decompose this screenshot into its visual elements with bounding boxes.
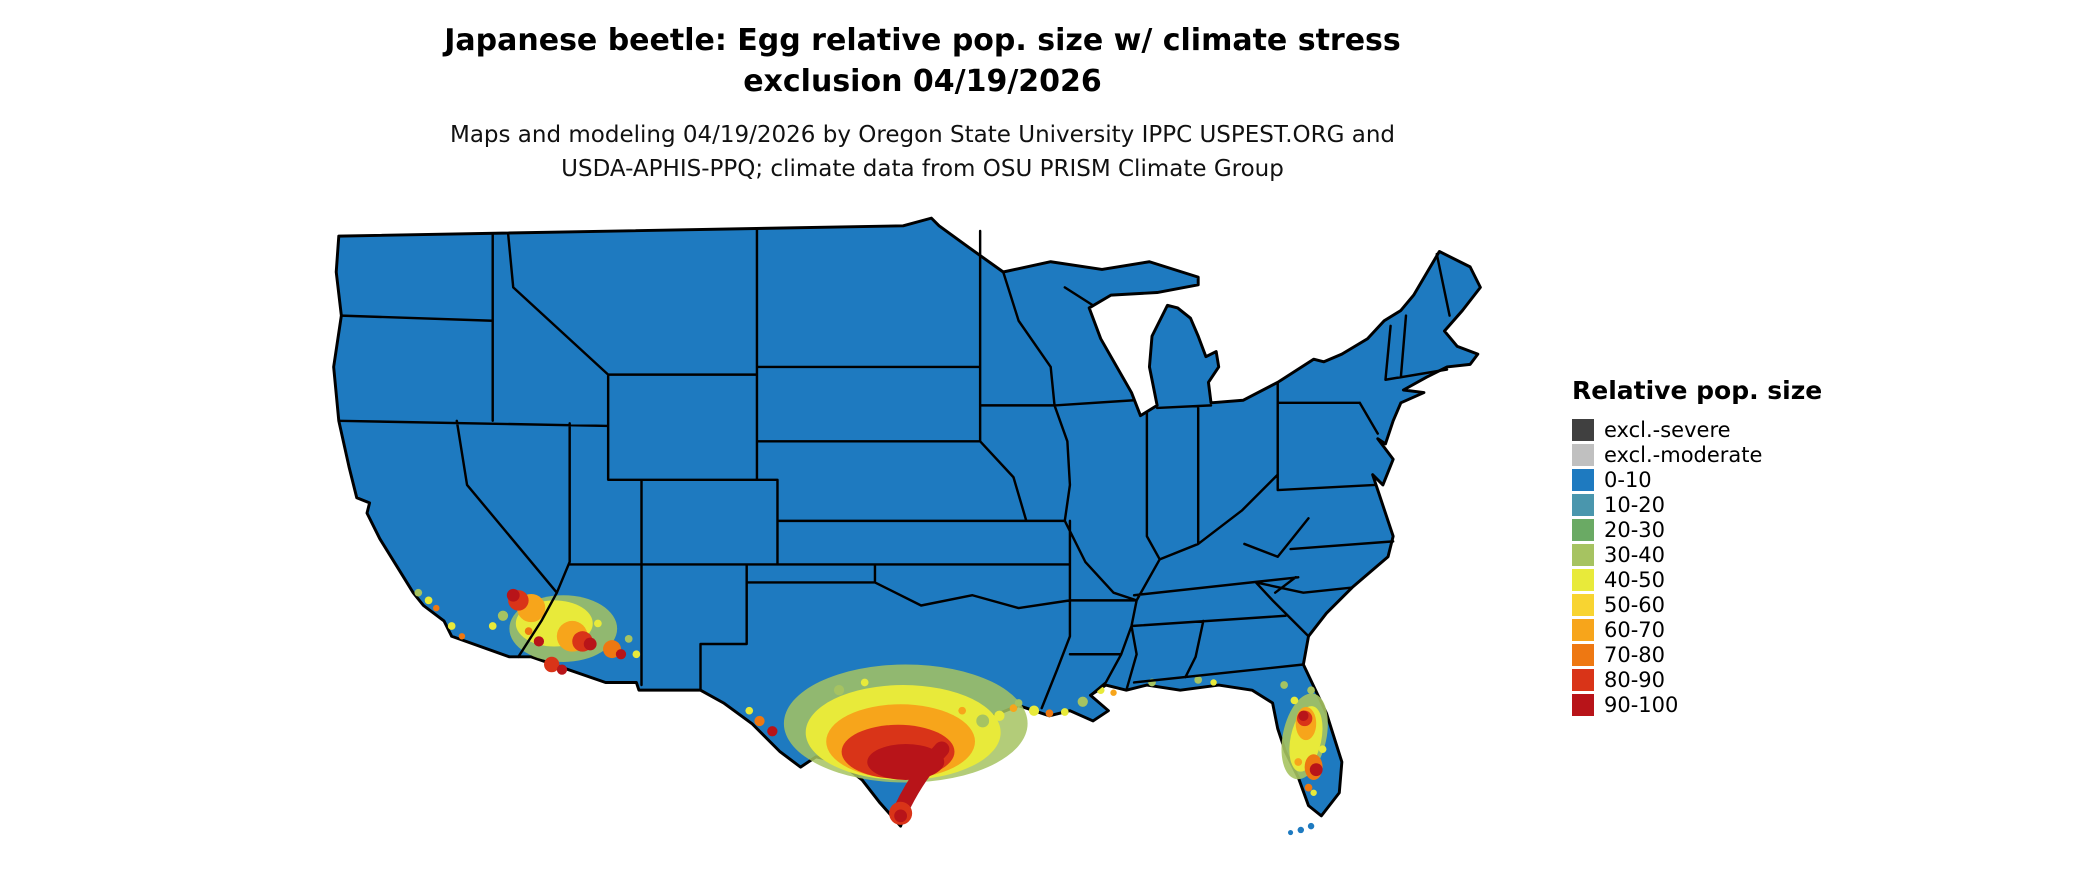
us-choropleth-map xyxy=(300,213,1532,880)
legend-color-swatch xyxy=(1572,618,1594,641)
legend-row-label: 20-30 xyxy=(1604,517,1666,542)
legend-row-label: 40-50 xyxy=(1604,567,1666,592)
legend-row: 10-20 xyxy=(1572,492,1822,517)
legend-row-label: 10-20 xyxy=(1604,492,1666,517)
us-outline xyxy=(332,216,1482,828)
legend-row-label: 70-80 xyxy=(1604,642,1666,667)
legend-color-swatch xyxy=(1572,643,1594,666)
legend-row: 0-10 xyxy=(1572,467,1822,492)
legend-row: 20-30 xyxy=(1572,517,1822,542)
legend-row: 40-50 xyxy=(1572,567,1822,592)
hotspot-texas-gulf xyxy=(745,664,1117,825)
legend-color-swatch xyxy=(1572,593,1594,616)
legend-row: 50-60 xyxy=(1572,592,1822,617)
hotspot-arizona xyxy=(414,588,641,675)
florida-keys xyxy=(1287,822,1315,836)
legend-row: 80-90 xyxy=(1572,667,1822,692)
figure-title: Japanese beetle: Egg relative pop. size … xyxy=(0,20,1845,102)
legend-color-swatch xyxy=(1572,468,1594,491)
legend-row-label: 60-70 xyxy=(1604,617,1666,642)
legend-color-swatch xyxy=(1572,443,1594,466)
legend-row-label: excl.-moderate xyxy=(1604,442,1763,467)
legend-row-label: 80-90 xyxy=(1604,667,1666,692)
legend-color-swatch xyxy=(1572,418,1594,441)
legend-color-swatch xyxy=(1572,543,1594,566)
legend-row-label: 0-10 xyxy=(1604,467,1652,492)
legend-title: Relative pop. size xyxy=(1572,376,1823,405)
legend-row-label: 90-100 xyxy=(1604,692,1679,717)
legend-items: excl.-severe excl.-moderate 0-10 10-20 2… xyxy=(1572,417,1822,717)
legend-row: excl.-severe xyxy=(1572,417,1822,442)
title-line-1: Japanese beetle: Egg relative pop. size … xyxy=(444,23,1401,58)
legend-color-swatch xyxy=(1572,518,1594,541)
legend-row-label: 50-60 xyxy=(1604,592,1666,617)
legend-row: excl.-moderate xyxy=(1572,442,1822,467)
legend-color-swatch xyxy=(1572,568,1594,591)
legend: Relative pop. size excl.-severe excl.-mo… xyxy=(1572,376,1822,717)
legend-row-label: excl.-severe xyxy=(1604,417,1731,442)
legend-row: 30-40 xyxy=(1572,542,1822,567)
title-line-2: exclusion 04/19/2026 xyxy=(743,64,1102,99)
state-borders xyxy=(337,227,1451,710)
figure-subtitle: Maps and modeling 04/19/2026 by Oregon S… xyxy=(0,118,1845,186)
subtitle-line-2: USDA-APHIS-PPQ; climate data from OSU PR… xyxy=(561,156,1284,182)
hotspot-florida xyxy=(1148,676,1328,796)
legend-row: 60-70 xyxy=(1572,617,1822,642)
subtitle-line-1: Maps and modeling 04/19/2026 by Oregon S… xyxy=(449,122,1396,148)
legend-row: 90-100 xyxy=(1572,692,1822,717)
legend-color-swatch xyxy=(1572,668,1594,691)
legend-row: 70-80 xyxy=(1572,642,1822,667)
legend-color-swatch xyxy=(1572,493,1594,516)
us-map-svg xyxy=(332,216,1482,836)
legend-color-swatch xyxy=(1572,693,1594,716)
legend-row-label: 30-40 xyxy=(1604,542,1666,567)
